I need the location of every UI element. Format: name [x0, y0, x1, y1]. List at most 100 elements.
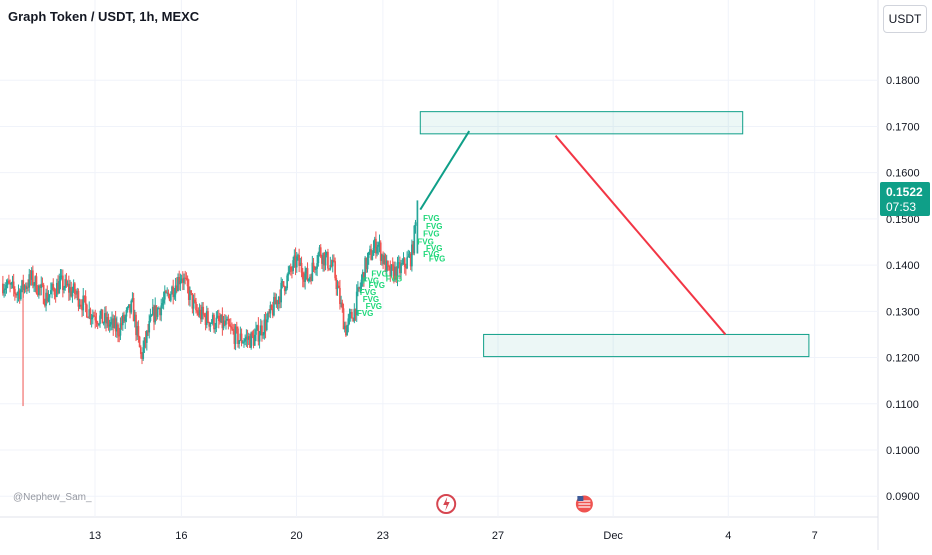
candle-body [388, 265, 390, 267]
fvg-label: FVG [360, 288, 376, 297]
candle-body [259, 325, 262, 336]
candle-body [270, 305, 273, 309]
candle-body [312, 262, 315, 267]
candle-body [341, 302, 344, 309]
candle-body [11, 281, 14, 284]
candle-body [3, 289, 5, 294]
candle-body [162, 299, 165, 304]
x-tick-label: 7 [812, 530, 818, 542]
candle-body [234, 326, 237, 344]
candle-body [301, 272, 304, 280]
candle-body [220, 314, 223, 323]
candle-body [56, 282, 58, 297]
candle-body [186, 278, 189, 287]
candle-body [214, 328, 217, 330]
candle-body [294, 255, 297, 268]
candle-body [196, 310, 199, 312]
candle-body [36, 293, 39, 295]
candle-body [50, 290, 52, 295]
candle-body [82, 295, 85, 311]
candle-body [179, 280, 182, 285]
candle-body [181, 278, 184, 283]
candle-body [361, 272, 364, 280]
candle-body [240, 333, 243, 343]
candle-body [264, 319, 267, 330]
candle-body [322, 252, 324, 264]
candle-body [83, 295, 86, 297]
candle-body [257, 325, 260, 342]
candle-body [143, 337, 146, 348]
candle-body [383, 255, 386, 264]
candle-body [316, 263, 318, 269]
candle-body [407, 256, 410, 258]
candle-body [275, 300, 278, 305]
candle-body [197, 311, 200, 316]
candle-body [263, 319, 266, 335]
candle-body [366, 257, 369, 270]
candle-body [281, 281, 284, 283]
candle-body [171, 286, 173, 295]
candle-body [81, 305, 83, 311]
candle-body [241, 342, 244, 344]
candle-body [381, 254, 383, 261]
candle-body [333, 260, 335, 262]
y-tick-label: 0.1300 [886, 306, 920, 318]
candle-body [77, 290, 80, 307]
candle-body [151, 306, 154, 316]
candle-body [399, 262, 401, 274]
candle-body [72, 283, 75, 292]
candle-body [111, 318, 113, 322]
candle-body [132, 298, 135, 322]
candle-body [355, 291, 358, 316]
candle-body [195, 301, 197, 311]
candle-body [345, 325, 347, 336]
y-tick-label: 0.1500 [886, 214, 920, 226]
candle-body [48, 294, 51, 298]
candle-body [193, 299, 196, 302]
candle-body [373, 238, 376, 248]
candle-body [123, 314, 125, 322]
bar-countdown: 07:53 [886, 200, 917, 214]
candle-body [360, 279, 363, 287]
candle-body [377, 245, 380, 247]
candle-body [66, 283, 69, 286]
candle-body [247, 336, 250, 340]
candle-body [273, 296, 275, 316]
candle-body [217, 315, 220, 321]
candle-body [190, 290, 193, 294]
candle-body [46, 292, 49, 302]
candle-body [87, 317, 89, 319]
candle-body [76, 290, 79, 294]
candle-body [216, 315, 219, 318]
candle-body [2, 283, 4, 294]
candle-body [99, 315, 101, 324]
candle-body [210, 322, 213, 324]
fvg-label: FVG [423, 250, 439, 259]
candle-body [280, 282, 283, 303]
candle-body [112, 318, 115, 328]
candle-body [226, 318, 229, 321]
candle-body [317, 252, 320, 264]
candle-body [336, 285, 339, 290]
projection-line-down [554, 135, 727, 336]
candle-body [225, 320, 227, 325]
candle-body [29, 274, 32, 280]
x-tick-label: 16 [175, 530, 187, 542]
candle-body [109, 321, 112, 325]
candle-body [149, 315, 152, 321]
candle-body [148, 320, 151, 333]
currency-button[interactable]: USDT [883, 5, 927, 33]
fvg-label: FVG [363, 295, 379, 304]
candle-body [299, 262, 302, 266]
candle-body [108, 324, 111, 327]
y-tick-label: 0.1600 [886, 168, 920, 180]
candle-body [201, 306, 203, 320]
current-price-value: 0.1522 [886, 185, 923, 199]
candle-body [191, 293, 194, 309]
candle-body [391, 264, 394, 266]
candle-body [185, 277, 188, 279]
candle-body [21, 280, 23, 290]
candle-body [73, 283, 76, 294]
